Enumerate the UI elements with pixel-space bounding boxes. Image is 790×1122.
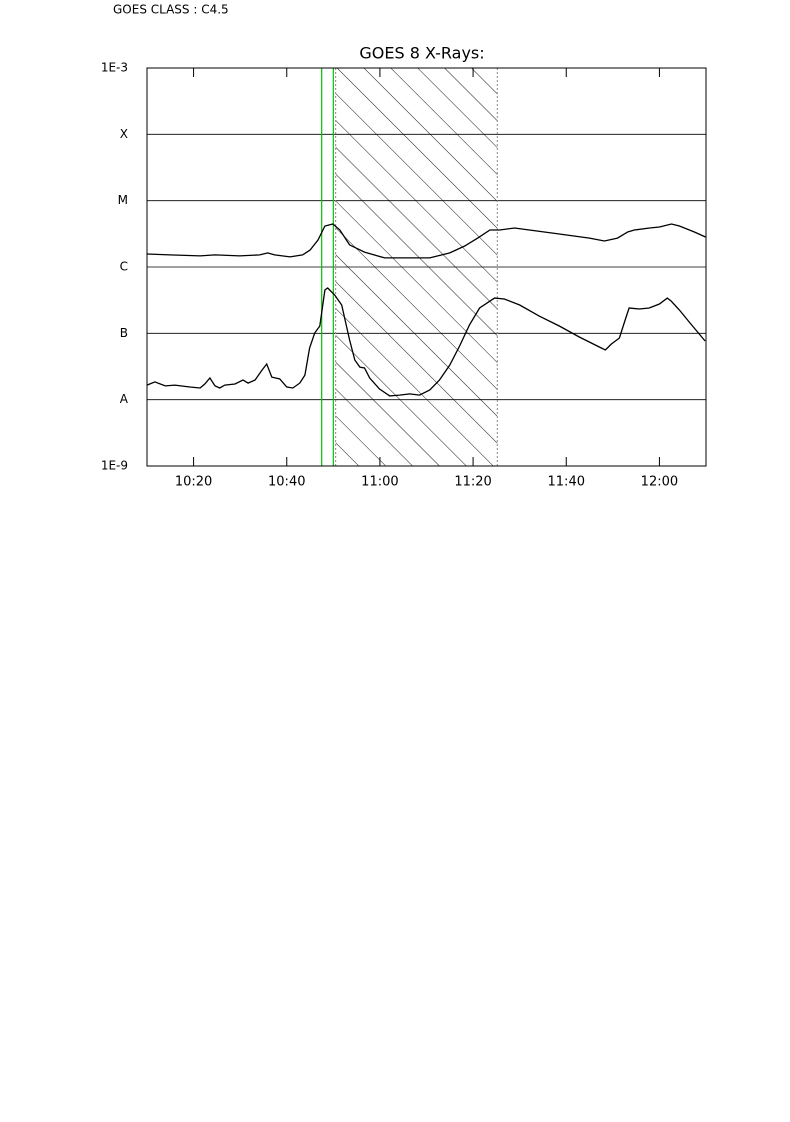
x-tick-label: 11:20 [454, 475, 491, 490]
flux-line [147, 287, 706, 397]
y-tick-label: B [120, 326, 128, 340]
goes-class: GOES CLASS : C4.5 [113, 3, 229, 17]
plot-area [147, 67, 706, 467]
y-tick-label: 1E-3 [101, 61, 128, 75]
y-tick-label: C [120, 260, 128, 274]
plot-frame [146, 67, 707, 467]
hatched-region [335, 68, 498, 466]
x-tick-label: 11:00 [361, 475, 398, 490]
x-tick-label: 10:20 [175, 475, 212, 490]
y-tick-label: M [118, 193, 128, 207]
x-tick-label: 12:00 [641, 475, 678, 490]
x-tick-label: 11:40 [548, 475, 585, 490]
chart-title: GOES 8 X-Rays: [359, 44, 484, 63]
flux-line [147, 223, 706, 259]
y-tick-label: 1E-9 [101, 459, 128, 473]
x-tick-label: 10:40 [268, 475, 305, 490]
y-tick-label: X [120, 127, 128, 141]
y-tick-label: A [120, 392, 129, 406]
